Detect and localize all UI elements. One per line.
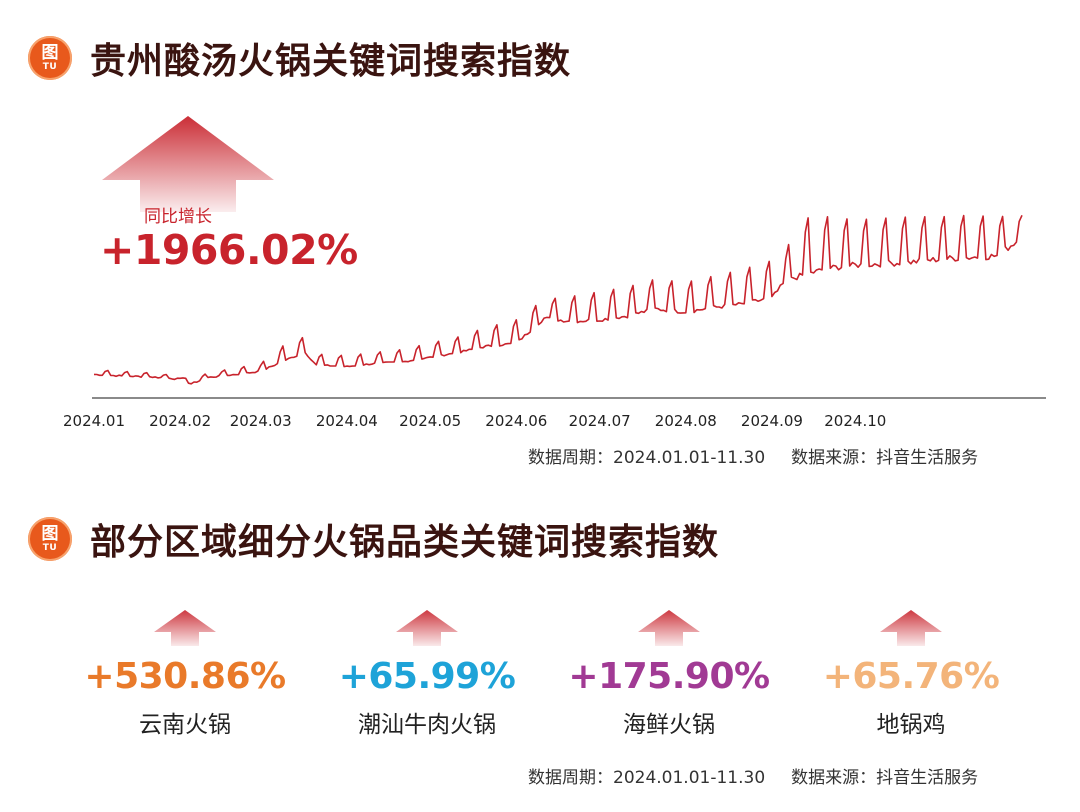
data-source-note: 数据周期：2024.01.01-11.30 数据来源：抖音生活服务 [528, 763, 978, 788]
up-arrow-icon [396, 610, 458, 646]
category-stat: +65.76% 地锅鸡 [796, 610, 1026, 739]
category-growth-value: +65.76% [822, 656, 1000, 697]
data-source-note: 数据周期：2024.01.01-11.30 数据来源：抖音生活服务 [528, 443, 978, 468]
x-tick-label: 2024.09 [741, 412, 803, 430]
x-tick-label: 2024.08 [655, 412, 717, 430]
category-growth-value: +65.99% [338, 656, 516, 697]
section-title: 贵州酸汤火锅关键词搜索指数 [90, 41, 572, 82]
data-period: 数据周期：2024.01.01-11.30 [528, 448, 766, 468]
section-header-category-index: 图 TU 部分区域细分火锅品类关键词搜索指数 [28, 511, 719, 567]
badge-letters: TU [42, 61, 58, 72]
up-arrow-icon [880, 610, 942, 646]
category-growth-value: +175.90% [568, 656, 770, 697]
x-axis: 2024.01 2024.02 2024.03 2024.04 2024.05 2024.… [63, 397, 1046, 430]
category-growth-value: +530.86% [84, 656, 286, 697]
badge-letters: TU [42, 542, 58, 553]
data-source: 数据来源：抖音生活服务 [791, 448, 979, 468]
series-layer [93, 214, 1023, 385]
growth-value: +1966.02% [100, 226, 358, 274]
category-stat: +65.99% 潮汕牛肉火锅 [312, 610, 542, 739]
tu-badge-icon: 图 TU [28, 517, 72, 561]
search-index-line-chart: 2024.01 2024.02 2024.03 2024.04 2024.05 2024.… [63, 214, 1046, 430]
growth-label: 同比增长 [144, 207, 212, 227]
section-title: 部分区域细分火锅品类关键词搜索指数 [90, 522, 720, 563]
data-source: 数据来源：抖音生活服务 [791, 768, 979, 788]
category-stat: +175.90% 海鲜火锅 [554, 610, 784, 739]
x-tick-label: 2024.10 [824, 412, 886, 430]
category-name: 海鲜火锅 [623, 712, 715, 738]
yoy-growth-block: 同比增长 +1966.02% [100, 116, 360, 276]
x-tick-label: 2024.05 [399, 412, 461, 430]
badge-glyph: 图 [41, 523, 59, 544]
search-index-line [93, 214, 1023, 385]
up-arrow-icon [102, 116, 274, 212]
data-period: 数据周期：2024.01.01-11.30 [528, 768, 766, 788]
x-tick-label: 2024.03 [230, 412, 292, 430]
x-tick-label: 2024.04 [316, 412, 378, 430]
category-name: 地锅鸡 [876, 712, 946, 738]
x-tick-label: 2024.07 [569, 412, 631, 430]
x-tick-label: 2024.01 [63, 412, 125, 430]
category-name: 潮汕牛肉火锅 [358, 712, 496, 738]
up-arrow-icon [154, 610, 216, 646]
category-name: 云南火锅 [139, 712, 231, 738]
x-tick-label: 2024.06 [485, 412, 547, 430]
category-stat: +530.86% 云南火锅 [70, 610, 300, 739]
badge-glyph: 图 [41, 42, 59, 63]
tu-badge-icon: 图 TU [28, 36, 72, 80]
x-tick-label: 2024.02 [149, 412, 211, 430]
up-arrow-icon [638, 610, 700, 646]
section-header-search-index: 图 TU 贵州酸汤火锅关键词搜索指数 [28, 30, 571, 86]
